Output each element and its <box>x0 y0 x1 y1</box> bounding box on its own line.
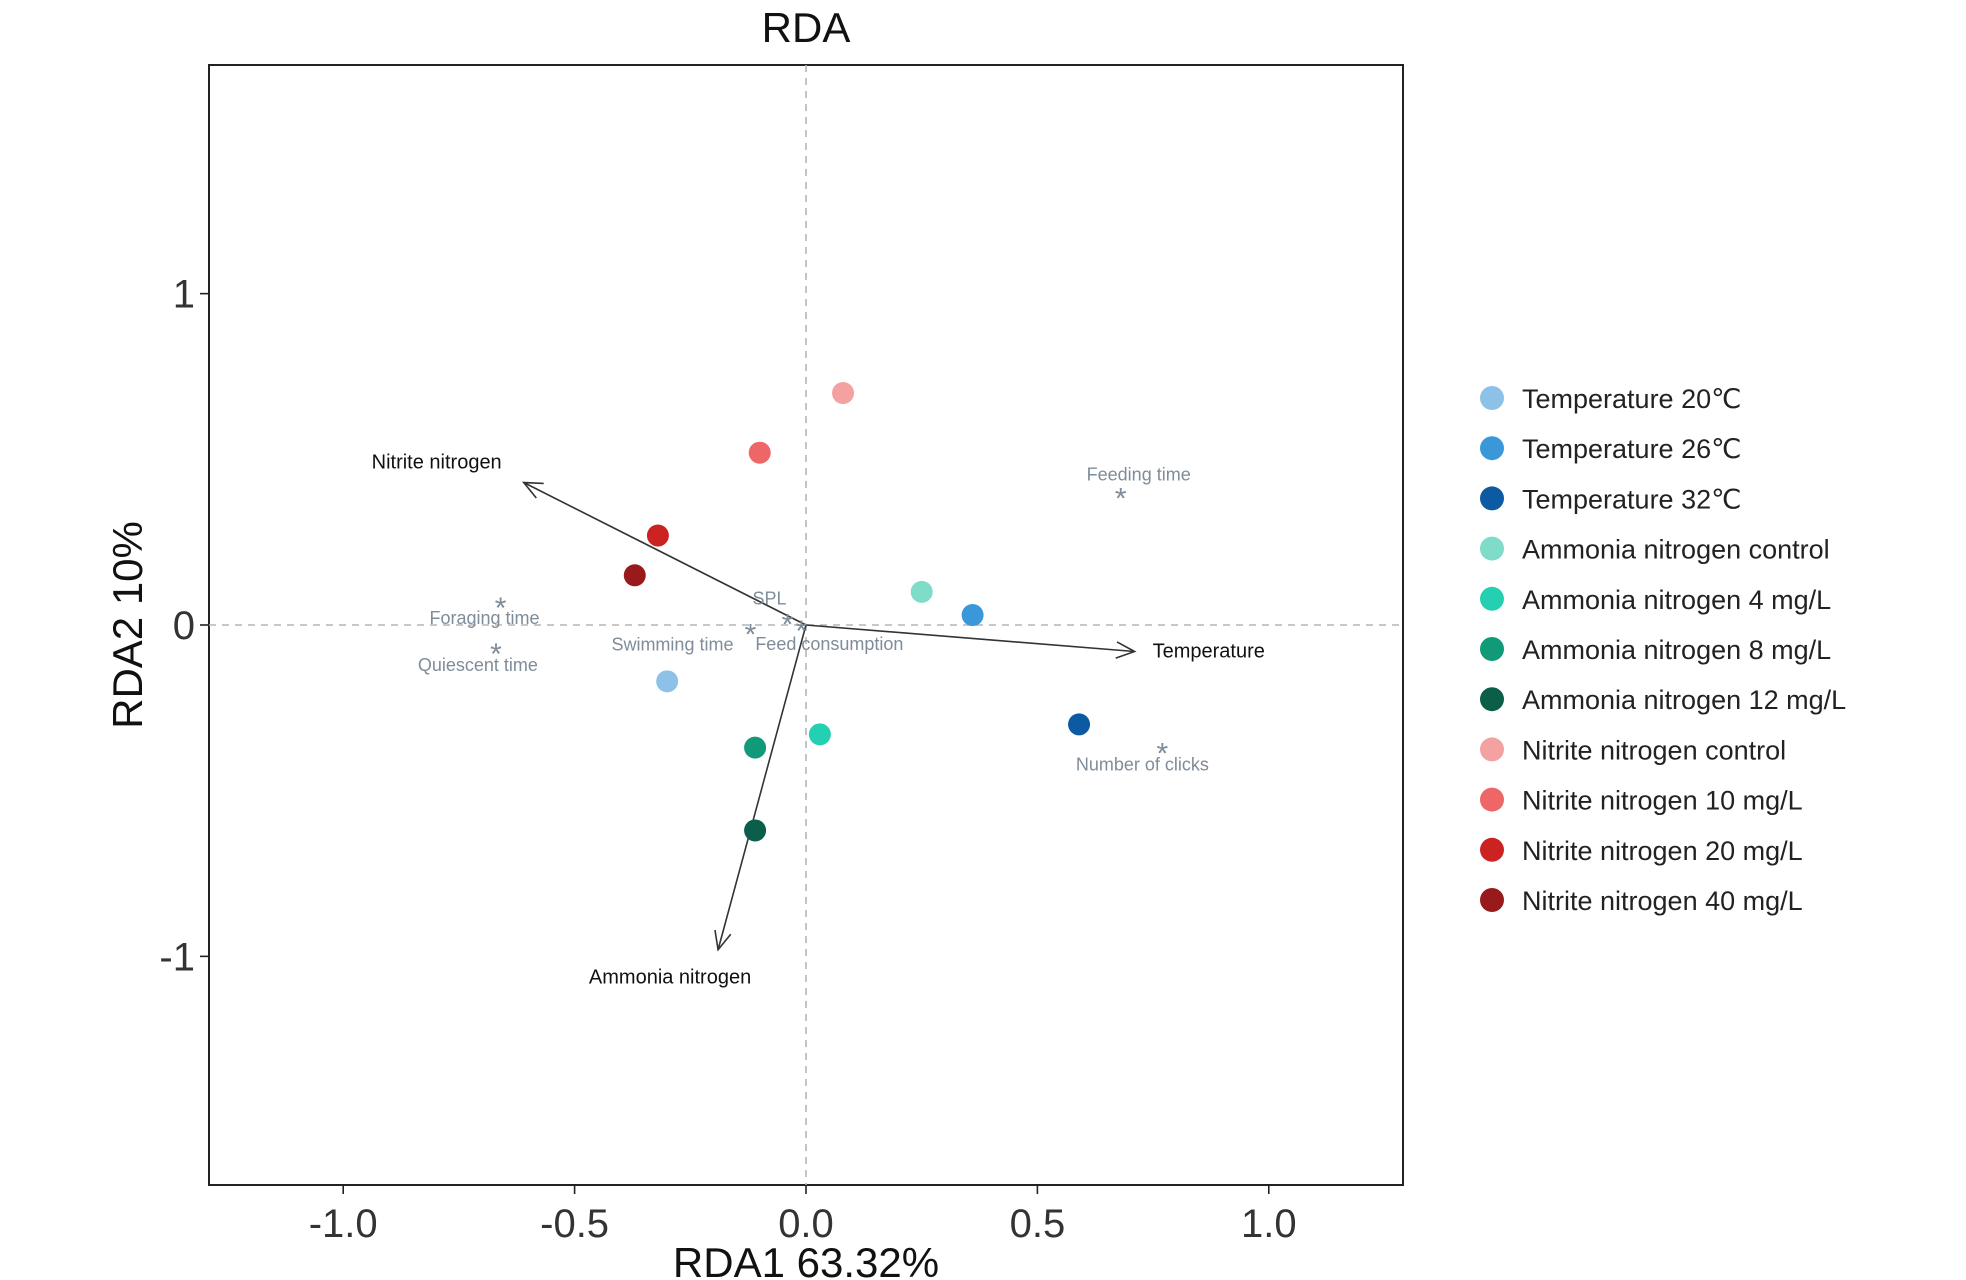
variable-label-swimming-time: Swimming time <box>611 634 733 654</box>
legend-label-ammonia-nitrogen-4-mg-l: Ammonia nitrogen 4 mg/L <box>1522 585 1831 615</box>
variable-label-quiescent-time: Quiescent time <box>418 655 538 675</box>
x-tick-label: 0.0 <box>778 1202 834 1246</box>
legend-key-ammonia-nitrogen-12-mg-l <box>1480 687 1504 712</box>
legend-label-temperature-32: Temperature 32℃ <box>1522 484 1741 514</box>
variable-label-spl: SPL <box>752 588 786 608</box>
x-tick-label: 1.0 <box>1241 1202 1297 1246</box>
x-axis-title: RDA1 63.32% <box>673 1239 939 1280</box>
arrow-head-temperature <box>1115 641 1137 659</box>
y-axis-ticks: 1 0 -1 <box>159 273 209 979</box>
point-nitrite-nitrogen-20-mg-l <box>646 524 669 547</box>
y-tick-label: 0 <box>173 604 195 648</box>
x-tick-label: -0.5 <box>540 1202 609 1246</box>
variable-marker-foraging-time: * <box>495 592 507 625</box>
variable-marker-number-of-clicks: * <box>1157 738 1169 771</box>
legend-key-nitrite-nitrogen-20-mg-l <box>1480 837 1504 862</box>
legend-key-nitrite-nitrogen-40-mg-l <box>1480 888 1504 912</box>
variable-label-feed-consumption: Feed consumption <box>755 634 903 654</box>
variable-marker-feeding-time: * <box>1115 482 1127 515</box>
variable-marker-spl: * <box>782 608 794 641</box>
point-nitrite-nitrogen-control <box>832 382 855 405</box>
arrow-ammonia-nitrogen <box>717 624 807 950</box>
legend-key-ammonia-nitrogen-4-mg-l <box>1480 586 1504 611</box>
legend-key-temperature-20 <box>1480 386 1504 410</box>
x-axis-ticks: -1.0 -0.5 0.0 0.5 1.0 <box>309 1185 1297 1246</box>
y-axis-title: RDA2 10% <box>104 521 151 729</box>
x-tick-label: 0.5 <box>1010 1202 1066 1246</box>
legend-key-ammonia-nitrogen-8-mg-l <box>1480 637 1504 661</box>
legend-key-nitrite-nitrogen-control <box>1480 737 1504 762</box>
point-ammonia-nitrogen-control <box>910 580 933 603</box>
arrow-label-temperature: Temperature <box>1153 641 1265 663</box>
y-tick-label: -1 <box>159 935 195 979</box>
legend-label-nitrite-nitrogen-20-mg-l: Nitrite nitrogen 20 mg/L <box>1522 836 1803 866</box>
arrow-head-ammonia-nitrogen <box>714 929 732 952</box>
legend-key-nitrite-nitrogen-10-mg-l <box>1480 787 1504 812</box>
arrow-nitrite-nitrogen <box>523 481 807 626</box>
sample-points <box>623 382 1091 842</box>
point-nitrite-nitrogen-40-mg-l <box>623 564 646 587</box>
legend-key-ammonia-nitrogen-control <box>1480 536 1504 561</box>
legend-label-nitrite-nitrogen-control: Nitrite nitrogen control <box>1522 735 1786 765</box>
point-temperature-20 <box>656 670 679 693</box>
variable-label-foraging-time: Foraging time <box>430 608 540 628</box>
variable-label-number-of-clicks: Number of clicks <box>1076 755 1209 775</box>
y-tick-label: 1 <box>173 273 195 317</box>
legend-key-temperature-32 <box>1480 486 1504 511</box>
legend-label-temperature-26: Temperature 26℃ <box>1522 434 1741 464</box>
arrow-temperature <box>805 624 1135 653</box>
legend-key-temperature-26 <box>1480 436 1504 461</box>
point-ammonia-nitrogen-12-mg-l <box>744 819 767 842</box>
response-variables: *Feeding time*Foraging time*Quiescent ti… <box>418 464 1209 774</box>
x-tick-label: -1.0 <box>309 1202 378 1246</box>
point-nitrite-nitrogen-10-mg-l <box>748 441 771 464</box>
arrow-label-nitrite-nitrogen: Nitrite nitrogen <box>372 452 502 474</box>
legend-label-ammonia-nitrogen-12-mg-l: Ammonia nitrogen 12 mg/L <box>1522 685 1846 715</box>
explanatory-arrows: Nitrite nitrogen Temperature Ammonia nitro… <box>372 452 1265 989</box>
chart-title: RDA <box>762 4 851 51</box>
legend-label-nitrite-nitrogen-10-mg-l: Nitrite nitrogen 10 mg/L <box>1522 786 1803 816</box>
point-ammonia-nitrogen-4-mg-l <box>808 723 831 746</box>
legend-label-ammonia-nitrogen-control: Ammonia nitrogen control <box>1522 535 1830 565</box>
legend-label-ammonia-nitrogen-8-mg-l: Ammonia nitrogen 8 mg/L <box>1522 635 1831 665</box>
point-ammonia-nitrogen-8-mg-l <box>744 736 767 759</box>
variable-label-feeding-time: Feeding time <box>1087 464 1191 484</box>
point-temperature-32 <box>1068 713 1091 736</box>
legend-label-temperature-20: Temperature 20℃ <box>1522 384 1741 414</box>
legend-label-nitrite-nitrogen-40-mg-l: Nitrite nitrogen 40 mg/L <box>1522 886 1803 916</box>
arrow-head-nitrite-nitrogen <box>521 481 544 499</box>
legend: Temperature 20℃ Temperature 26℃ Temperatur… <box>1480 384 1846 916</box>
variable-marker-swimming-time: * <box>745 618 757 651</box>
variable-marker-feed-consumption: * <box>796 615 808 648</box>
point-temperature-26 <box>961 604 984 627</box>
arrow-label-ammonia-nitrogen: Ammonia nitrogen <box>589 967 751 989</box>
variable-marker-quiescent-time: * <box>490 638 502 671</box>
